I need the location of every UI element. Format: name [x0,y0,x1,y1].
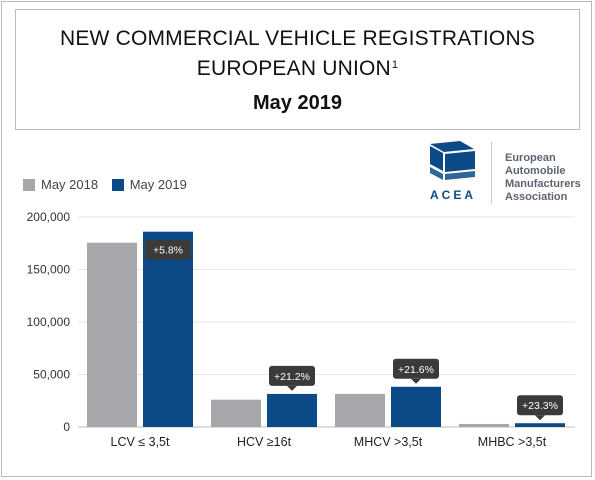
legend: May 2018 May 2019 [23,177,197,194]
y-tick-label: 50,000 [33,368,70,382]
change-label: +21.2% [274,371,310,383]
change-label: +5.8% [153,245,183,257]
legend-label-2018: May 2018 [41,177,99,192]
bar-2018 [87,242,137,427]
change-callout [517,395,563,416]
change-label: +23.3% [522,400,558,412]
logo-divider [491,142,492,204]
change-callout [393,358,439,379]
acea-wordmark: ACEA [430,188,477,202]
acea-org-name: European Automobile Manufacturers Associ… [505,152,581,204]
callout-pointer [535,415,545,421]
chart-title-line1: NEW COMMERCIAL VEHICLE REGISTRATIONS [59,27,536,50]
bar-2018 [211,399,261,427]
y-tick-label: 100,000 [27,315,71,329]
legend-swatch-2018 [23,178,35,191]
y-tick-label: 0 [63,420,70,434]
chart-title-line2-text: EUROPEAN UNION [196,57,391,80]
chart-subtitle: May 2019 [253,92,342,114]
callout-pointer [411,378,421,384]
x-tick-label: HCV ≥16t [237,435,292,449]
legend-item-2019: May 2019 [111,177,187,192]
bar-2018 [459,423,509,427]
title-box: NEW COMMERCIAL VEHICLE REGISTRATIONS EUR… [15,9,580,130]
bar-2019 [391,386,441,427]
bar-2019 [143,231,193,427]
y-tick-label: 200,000 [27,210,71,224]
legend-item-2018: May 2018 [23,177,98,192]
x-tick-label: MHCV >3,5t [354,435,423,449]
bar-2019 [515,423,565,427]
org-line: Association [505,191,568,203]
change-callout [145,239,191,260]
chart-title-line2: EUROPEAN UNION1 [16,57,579,81]
change-callout [269,365,315,386]
org-line: Automobile [505,165,566,177]
bar-2018 [335,393,385,427]
change-label: +21.6% [398,364,434,376]
acea-cube-logo-icon [430,141,475,180]
org-line: European [505,152,556,164]
y-tick-label: 150,000 [27,263,71,277]
x-tick-label: LCV ≤ 3,5t [111,435,170,449]
bar-2019 [267,393,317,427]
legend-label-2019: May 2019 [129,177,187,192]
callout-pointer [287,385,297,391]
legend-swatch-2019 [111,178,124,191]
footnote-marker: 1 [391,59,399,71]
org-line: Manufacturers [505,178,581,190]
x-tick-label: MHBC >3,5t [478,435,547,449]
